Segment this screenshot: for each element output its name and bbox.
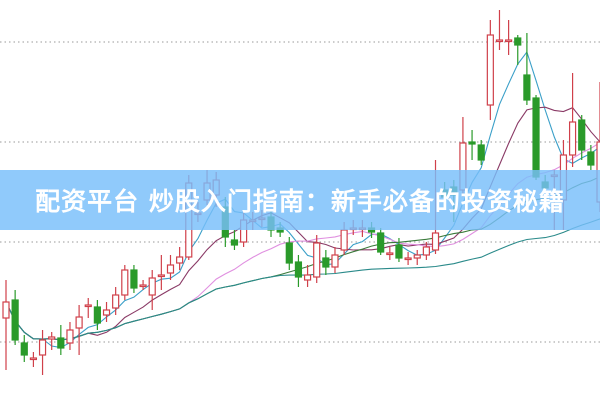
candle-up (331, 254, 339, 268)
ma10-line (5, 106, 600, 341)
candle-up (75, 316, 83, 329)
candle-up (121, 269, 129, 296)
candle-down (93, 306, 101, 324)
candle-up (495, 39, 504, 43)
candle-down (395, 244, 403, 259)
candle-down (468, 141, 476, 145)
candle-up (157, 274, 165, 278)
title-banner: 配资平台 炒股入门指南：新手必备的投资秘籍 (0, 170, 600, 230)
candle-down (322, 257, 330, 268)
banner-title: 配资平台 炒股入门指南：新手必备的投资秘籍 (35, 187, 565, 216)
candle-down (294, 261, 303, 278)
candle-up (313, 242, 321, 278)
candle-down (230, 239, 239, 246)
candle-down (377, 232, 385, 253)
candle-down (20, 342, 28, 356)
candle-down (514, 37, 522, 46)
candle-up (422, 246, 430, 256)
candle-up (386, 252, 394, 256)
candle-up (413, 254, 421, 259)
candle-down (477, 144, 485, 161)
candle-down (11, 299, 19, 341)
ma5-line (5, 50, 600, 349)
candle-down (578, 119, 586, 151)
candle-up (431, 232, 440, 251)
candle-up (2, 301, 10, 319)
candle-up (112, 294, 120, 309)
candle-down (523, 74, 531, 101)
candle-up (102, 309, 111, 316)
candle-up (303, 274, 312, 281)
candle-up (568, 121, 577, 156)
candle-down (285, 242, 293, 264)
candle-down (57, 337, 65, 349)
candle-up (340, 229, 348, 251)
candle-up (38, 339, 47, 356)
candle-up (48, 336, 56, 340)
candle-up (505, 39, 513, 43)
candle-down (587, 151, 595, 166)
candle-up (66, 329, 74, 344)
candle-down (130, 269, 138, 289)
candle-up (486, 34, 494, 106)
candle-up (148, 277, 156, 296)
candle-up (166, 264, 175, 274)
candle-up (139, 284, 147, 288)
candle-up (176, 256, 184, 264)
candle-down (532, 97, 540, 178)
candle-up (29, 357, 38, 361)
ma60-line (5, 218, 600, 341)
candle-up (404, 257, 412, 261)
candle-up (84, 304, 92, 308)
